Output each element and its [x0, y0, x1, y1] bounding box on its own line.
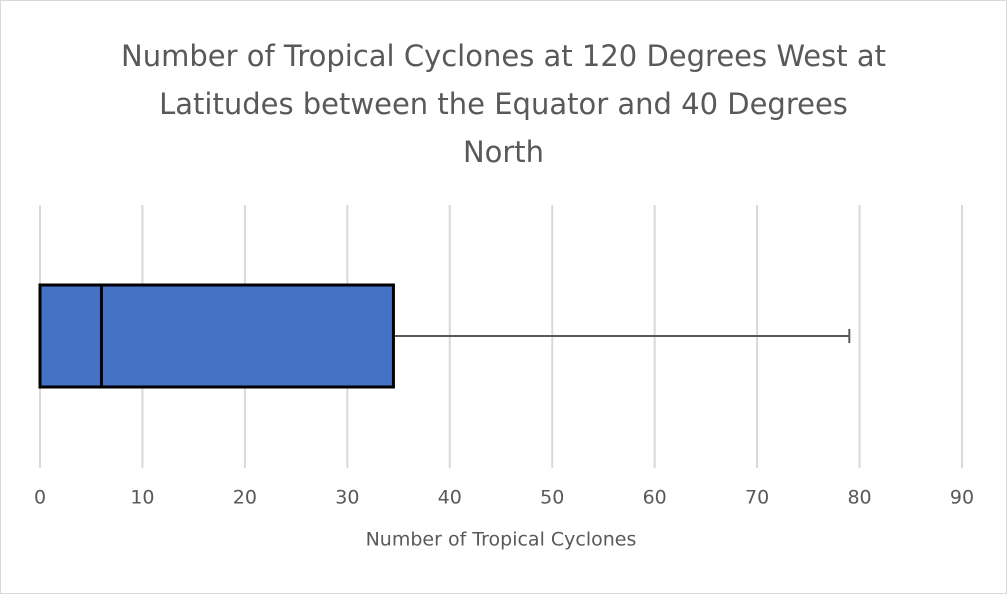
- x-tick-label: 80: [847, 487, 871, 509]
- x-tick-label: 20: [233, 487, 257, 509]
- x-tick-label: 90: [950, 487, 974, 509]
- x-tick-label: 30: [335, 487, 359, 509]
- chart-title: Number of Tropical Cyclones at 120 Degre…: [121, 39, 886, 169]
- x-tick-label: 60: [643, 487, 667, 509]
- x-tick-label: 40: [438, 487, 462, 509]
- x-tick-label: 0: [34, 487, 46, 509]
- x-tick-label: 10: [130, 487, 154, 509]
- box: [38, 283, 395, 389]
- x-tick-label: 50: [540, 487, 564, 509]
- x-axis-label: Number of Tropical Cyclones: [366, 529, 637, 551]
- x-tick-label: 70: [745, 487, 769, 509]
